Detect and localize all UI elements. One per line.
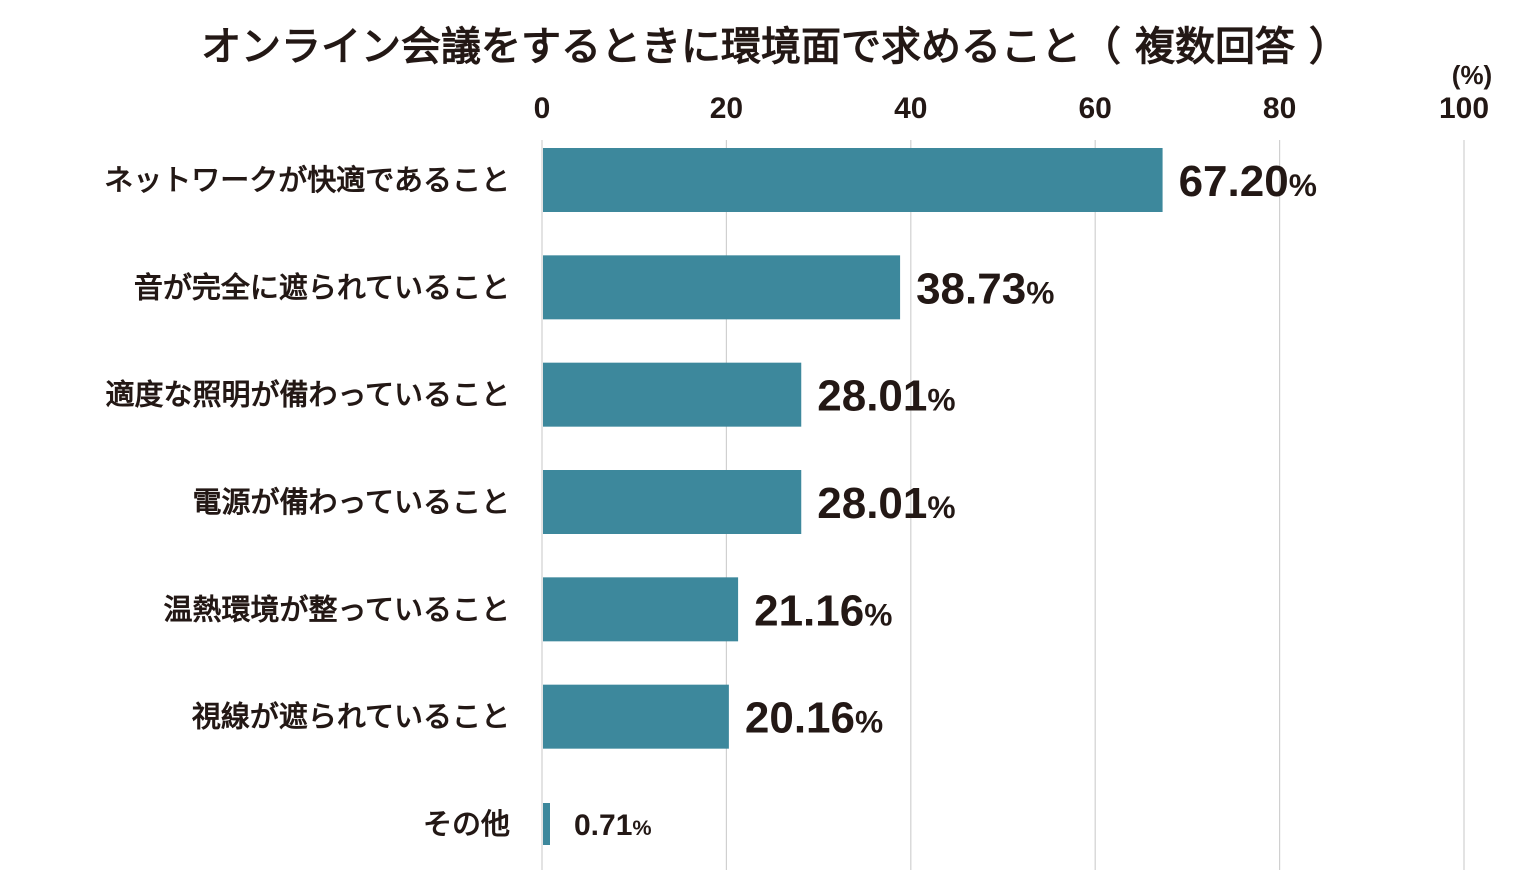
value-label: 0.71%: [574, 809, 652, 842]
x-tick-label: 100: [1439, 92, 1489, 125]
x-tick-label: 80: [1263, 92, 1296, 125]
category-labels: ネットワークが快適であること音が完全に遮られていること適度な照明が備わっているこ…: [104, 163, 510, 841]
axis-unit-label: (%): [1452, 60, 1492, 90]
category-label: 音が完全に遮られていること: [134, 270, 510, 304]
value-label: 67.20%: [1179, 157, 1317, 206]
bar: [543, 684, 729, 749]
x-tick-label: 40: [894, 92, 927, 125]
value-label: 20.16%: [745, 694, 883, 743]
value-labels: 67.20% 38.73% 28.01% 28.01% 21.16% 20.16% 0.71…: [574, 157, 1317, 842]
category-label: 電源が備わっていること: [192, 485, 510, 519]
bar: [543, 803, 550, 845]
value-label: 21.16%: [754, 586, 892, 635]
bar: [543, 577, 739, 642]
category-label: 温熱環境が整っていること: [163, 592, 510, 626]
category-label: その他: [423, 807, 510, 841]
category-label: 適度な照明が備わっていること: [105, 378, 510, 412]
value-label: 28.01%: [817, 372, 955, 421]
bar: [543, 362, 802, 427]
x-tick-label: 20: [710, 92, 743, 125]
x-tick-label: 60: [1079, 92, 1112, 125]
category-label: ネットワークが快適であること: [104, 163, 510, 197]
value-label: 28.01%: [817, 479, 955, 528]
x-axis-ticks: 0 20 40 60 80 100: [534, 92, 1489, 125]
x-tick-label: 0: [534, 92, 551, 125]
bar: [543, 470, 802, 534]
bar: [543, 148, 1163, 212]
chart-title: オンライン会議をするときに環境面で求めること（ 複数回答 ）: [201, 24, 1349, 70]
category-label: 視線が遮られていること: [192, 700, 510, 734]
bar: [543, 255, 901, 320]
value-label: 38.73%: [916, 264, 1054, 313]
bars: [543, 148, 1163, 845]
